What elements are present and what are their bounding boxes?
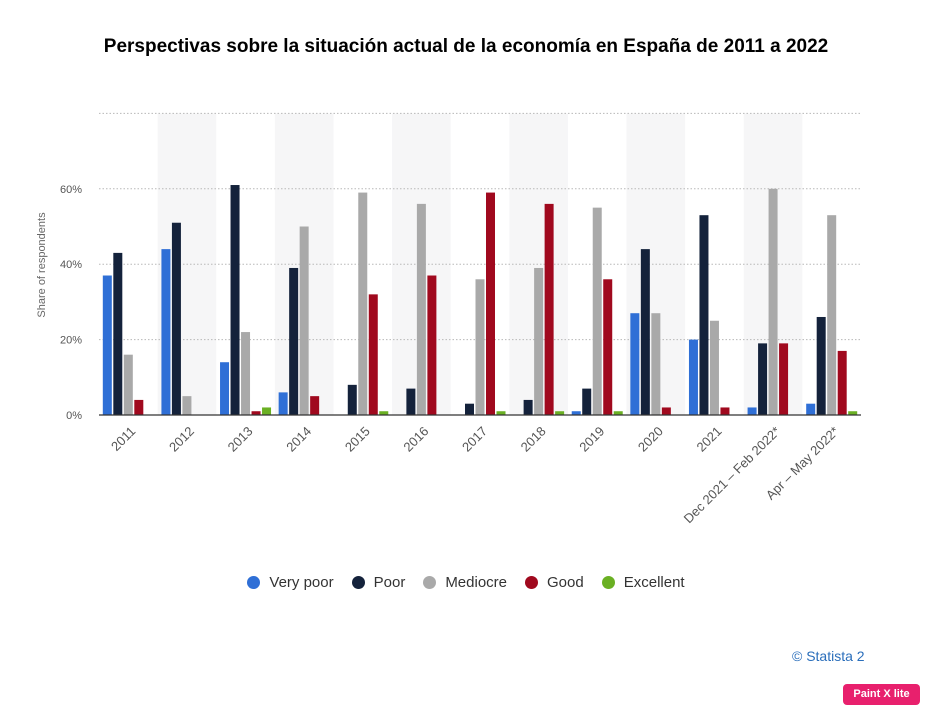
legend-item[interactable]: Good bbox=[525, 574, 584, 591]
bar[interactable] bbox=[603, 279, 613, 415]
legend-swatch bbox=[351, 576, 365, 589]
x-tick-label: 2014 bbox=[283, 424, 314, 455]
bar[interactable] bbox=[123, 354, 133, 415]
bar[interactable] bbox=[241, 332, 251, 415]
x-tick-label: 2019 bbox=[576, 424, 607, 455]
bar[interactable] bbox=[661, 407, 671, 415]
bar[interactable] bbox=[747, 407, 757, 415]
bar[interactable] bbox=[837, 350, 847, 415]
legend-item[interactable]: Excellent bbox=[601, 574, 685, 591]
bar[interactable] bbox=[230, 185, 240, 415]
bar[interactable] bbox=[544, 203, 554, 415]
x-tick-label: 2013 bbox=[225, 424, 256, 455]
bar[interactable] bbox=[630, 313, 640, 415]
bar[interactable] bbox=[161, 249, 171, 415]
bar[interactable] bbox=[416, 203, 426, 415]
x-tick-label: 2015 bbox=[342, 424, 373, 455]
bar[interactable] bbox=[779, 343, 789, 415]
bar[interactable] bbox=[582, 388, 592, 415]
bar[interactable] bbox=[310, 396, 320, 415]
y-axis-label: Share of respondents bbox=[36, 212, 48, 318]
bar[interactable] bbox=[592, 207, 602, 415]
bar[interactable] bbox=[651, 313, 661, 415]
bar[interactable] bbox=[555, 411, 565, 415]
y-tick-label: 40% bbox=[60, 259, 82, 271]
bar[interactable] bbox=[406, 388, 416, 415]
bar[interactable] bbox=[571, 411, 581, 415]
y-tick-label: 20% bbox=[60, 335, 82, 347]
bar[interactable] bbox=[496, 411, 506, 415]
y-tick-label: 0% bbox=[66, 410, 82, 422]
x-tick-labels: 2011 2012 2013 2014 2015 2016 2017 2018 2019 2020… bbox=[108, 424, 842, 527]
bar[interactable] bbox=[688, 339, 698, 415]
bar[interactable] bbox=[278, 392, 288, 415]
bar[interactable] bbox=[699, 215, 709, 415]
bar[interactable] bbox=[251, 411, 261, 415]
legend-label: Poor bbox=[373, 574, 406, 591]
legend-label: Good bbox=[547, 574, 584, 591]
x-tick-label: 2017 bbox=[459, 424, 490, 455]
bar[interactable] bbox=[289, 267, 299, 415]
statista-credit[interactable]: © Statista 2 bbox=[792, 648, 865, 664]
bar[interactable] bbox=[368, 294, 378, 415]
bar[interactable] bbox=[640, 249, 650, 415]
bar[interactable] bbox=[427, 275, 437, 415]
bar[interactable] bbox=[523, 399, 533, 415]
legend-label: Excellent bbox=[623, 574, 685, 591]
bar[interactable] bbox=[102, 275, 112, 415]
legend-swatch bbox=[525, 576, 539, 589]
bar[interactable] bbox=[347, 384, 357, 415]
legend-swatch bbox=[423, 576, 437, 589]
legend-label: Very poor bbox=[269, 574, 334, 591]
bar[interactable] bbox=[806, 403, 816, 415]
bar[interactable] bbox=[475, 279, 485, 415]
chart-title: Perspectivas sobre la situación actual d… bbox=[103, 36, 829, 57]
gridlines bbox=[99, 112, 861, 341]
bars bbox=[102, 185, 858, 416]
x-tick-label: 2021 bbox=[694, 424, 725, 455]
x-tick-label: Dec 2021 – Feb 2022* bbox=[681, 424, 784, 527]
bar[interactable] bbox=[465, 403, 474, 415]
legend-item[interactable]: Very poor bbox=[247, 574, 334, 591]
x-tick-label: 2020 bbox=[635, 424, 666, 455]
x-tick-label: 2018 bbox=[518, 424, 549, 455]
y-tick-labels: 0% 20% 40% 60% bbox=[60, 184, 82, 422]
bar[interactable] bbox=[709, 320, 719, 415]
legend-swatch bbox=[601, 576, 615, 589]
bar[interactable] bbox=[299, 226, 309, 416]
legend-label: Mediocre bbox=[445, 574, 508, 591]
paint-x-lite-watermark: Paint X lite bbox=[843, 684, 920, 705]
bar[interactable] bbox=[720, 407, 730, 415]
bar[interactable] bbox=[134, 399, 144, 415]
bar[interactable] bbox=[182, 396, 192, 415]
legend-item[interactable]: Poor bbox=[351, 574, 406, 591]
bar[interactable] bbox=[534, 267, 544, 415]
x-tick-label: 2012 bbox=[166, 424, 197, 455]
bar[interactable] bbox=[262, 407, 272, 415]
x-tick-label: 2011 bbox=[108, 424, 138, 454]
bar[interactable] bbox=[171, 222, 181, 415]
bar[interactable] bbox=[768, 188, 778, 415]
legend: Very poor Poor Mediocre Good Excellent bbox=[0, 574, 932, 591]
bar[interactable] bbox=[758, 343, 768, 415]
bar[interactable] bbox=[379, 411, 389, 415]
bar[interactable] bbox=[358, 192, 368, 415]
bar[interactable] bbox=[613, 411, 623, 415]
x-tick-label: 2016 bbox=[400, 424, 431, 455]
legend-swatch bbox=[247, 576, 261, 589]
bar[interactable] bbox=[816, 316, 826, 415]
bar[interactable] bbox=[848, 411, 858, 415]
bar[interactable] bbox=[113, 252, 123, 415]
bar[interactable] bbox=[486, 192, 495, 415]
bar[interactable] bbox=[827, 215, 837, 415]
legend-item[interactable]: Mediocre bbox=[423, 574, 507, 591]
y-tick-label: 60% bbox=[60, 184, 82, 196]
bar[interactable] bbox=[220, 362, 230, 415]
